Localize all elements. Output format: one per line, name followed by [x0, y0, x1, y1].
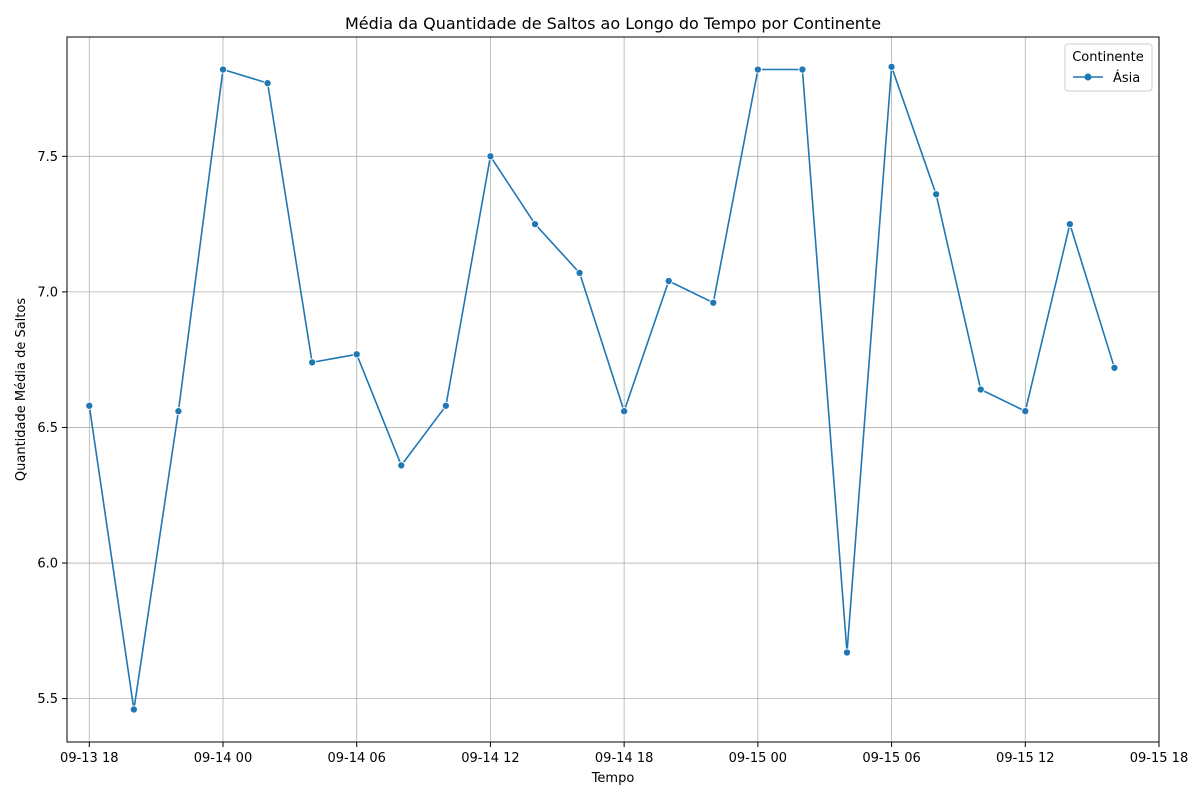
data-point — [263, 79, 272, 88]
x-tick-label: 09-14 00 — [194, 751, 252, 766]
y-tick-label: 7.0 — [37, 285, 58, 300]
x-tick-label: 09-15 18 — [1130, 751, 1188, 766]
x-tick-label: 09-15 00 — [729, 751, 787, 766]
data-point — [620, 407, 629, 416]
data-point — [85, 401, 94, 410]
data-point — [441, 401, 450, 410]
y-axis-label: Quantidade Média de Saltos — [14, 298, 29, 481]
x-tick-label: 09-13 18 — [60, 751, 118, 766]
data-point — [798, 65, 807, 74]
data-point — [887, 62, 896, 71]
y-tick-label: 7.5 — [37, 150, 58, 165]
x-axis-label: Tempo — [591, 771, 635, 786]
legend-title: Continente — [1072, 50, 1144, 65]
data-point — [575, 268, 584, 277]
data-point — [1065, 220, 1074, 229]
data-point — [1110, 363, 1119, 372]
legend: Continente Ásia — [1064, 43, 1153, 92]
data-point — [352, 350, 361, 359]
chart-title: Média da Quantidade de Saltos ao Longo d… — [345, 14, 881, 33]
data-point — [308, 358, 317, 367]
data-point — [218, 65, 228, 74]
legend-point-marker — [1084, 73, 1092, 81]
legend-entry-label: Ásia — [1113, 70, 1140, 86]
y-tick-label: 5.5 — [37, 692, 58, 707]
data-point — [753, 65, 762, 74]
data-point — [129, 705, 138, 714]
data-point — [842, 648, 852, 657]
x-tick-label: 09-15 06 — [862, 751, 920, 766]
y-tick-label: 6.0 — [37, 557, 58, 572]
data-point — [486, 152, 495, 161]
plot-area — [66, 36, 1160, 743]
axis-ticks: 09-13 18 09-14 00 09-14 06 09-14 12 09-14 18… — [37, 150, 1188, 766]
series-line — [88, 66, 1116, 711]
data-point — [1021, 407, 1030, 416]
data-point — [664, 276, 673, 286]
x-tick-label: 09-14 18 — [595, 751, 653, 766]
x-tick-label: 09-14 06 — [327, 751, 385, 766]
x-tick-label: 09-14 12 — [461, 751, 519, 766]
x-tick-label: 09-15 12 — [996, 751, 1054, 766]
data-point — [932, 190, 941, 199]
y-tick-label: 6.5 — [37, 421, 58, 436]
grid — [67, 37, 1160, 742]
data-point — [709, 298, 718, 307]
data-point — [530, 220, 540, 229]
series-layer — [85, 62, 1119, 714]
data-point — [397, 461, 406, 470]
data-point — [976, 385, 985, 394]
data-point — [174, 407, 183, 416]
